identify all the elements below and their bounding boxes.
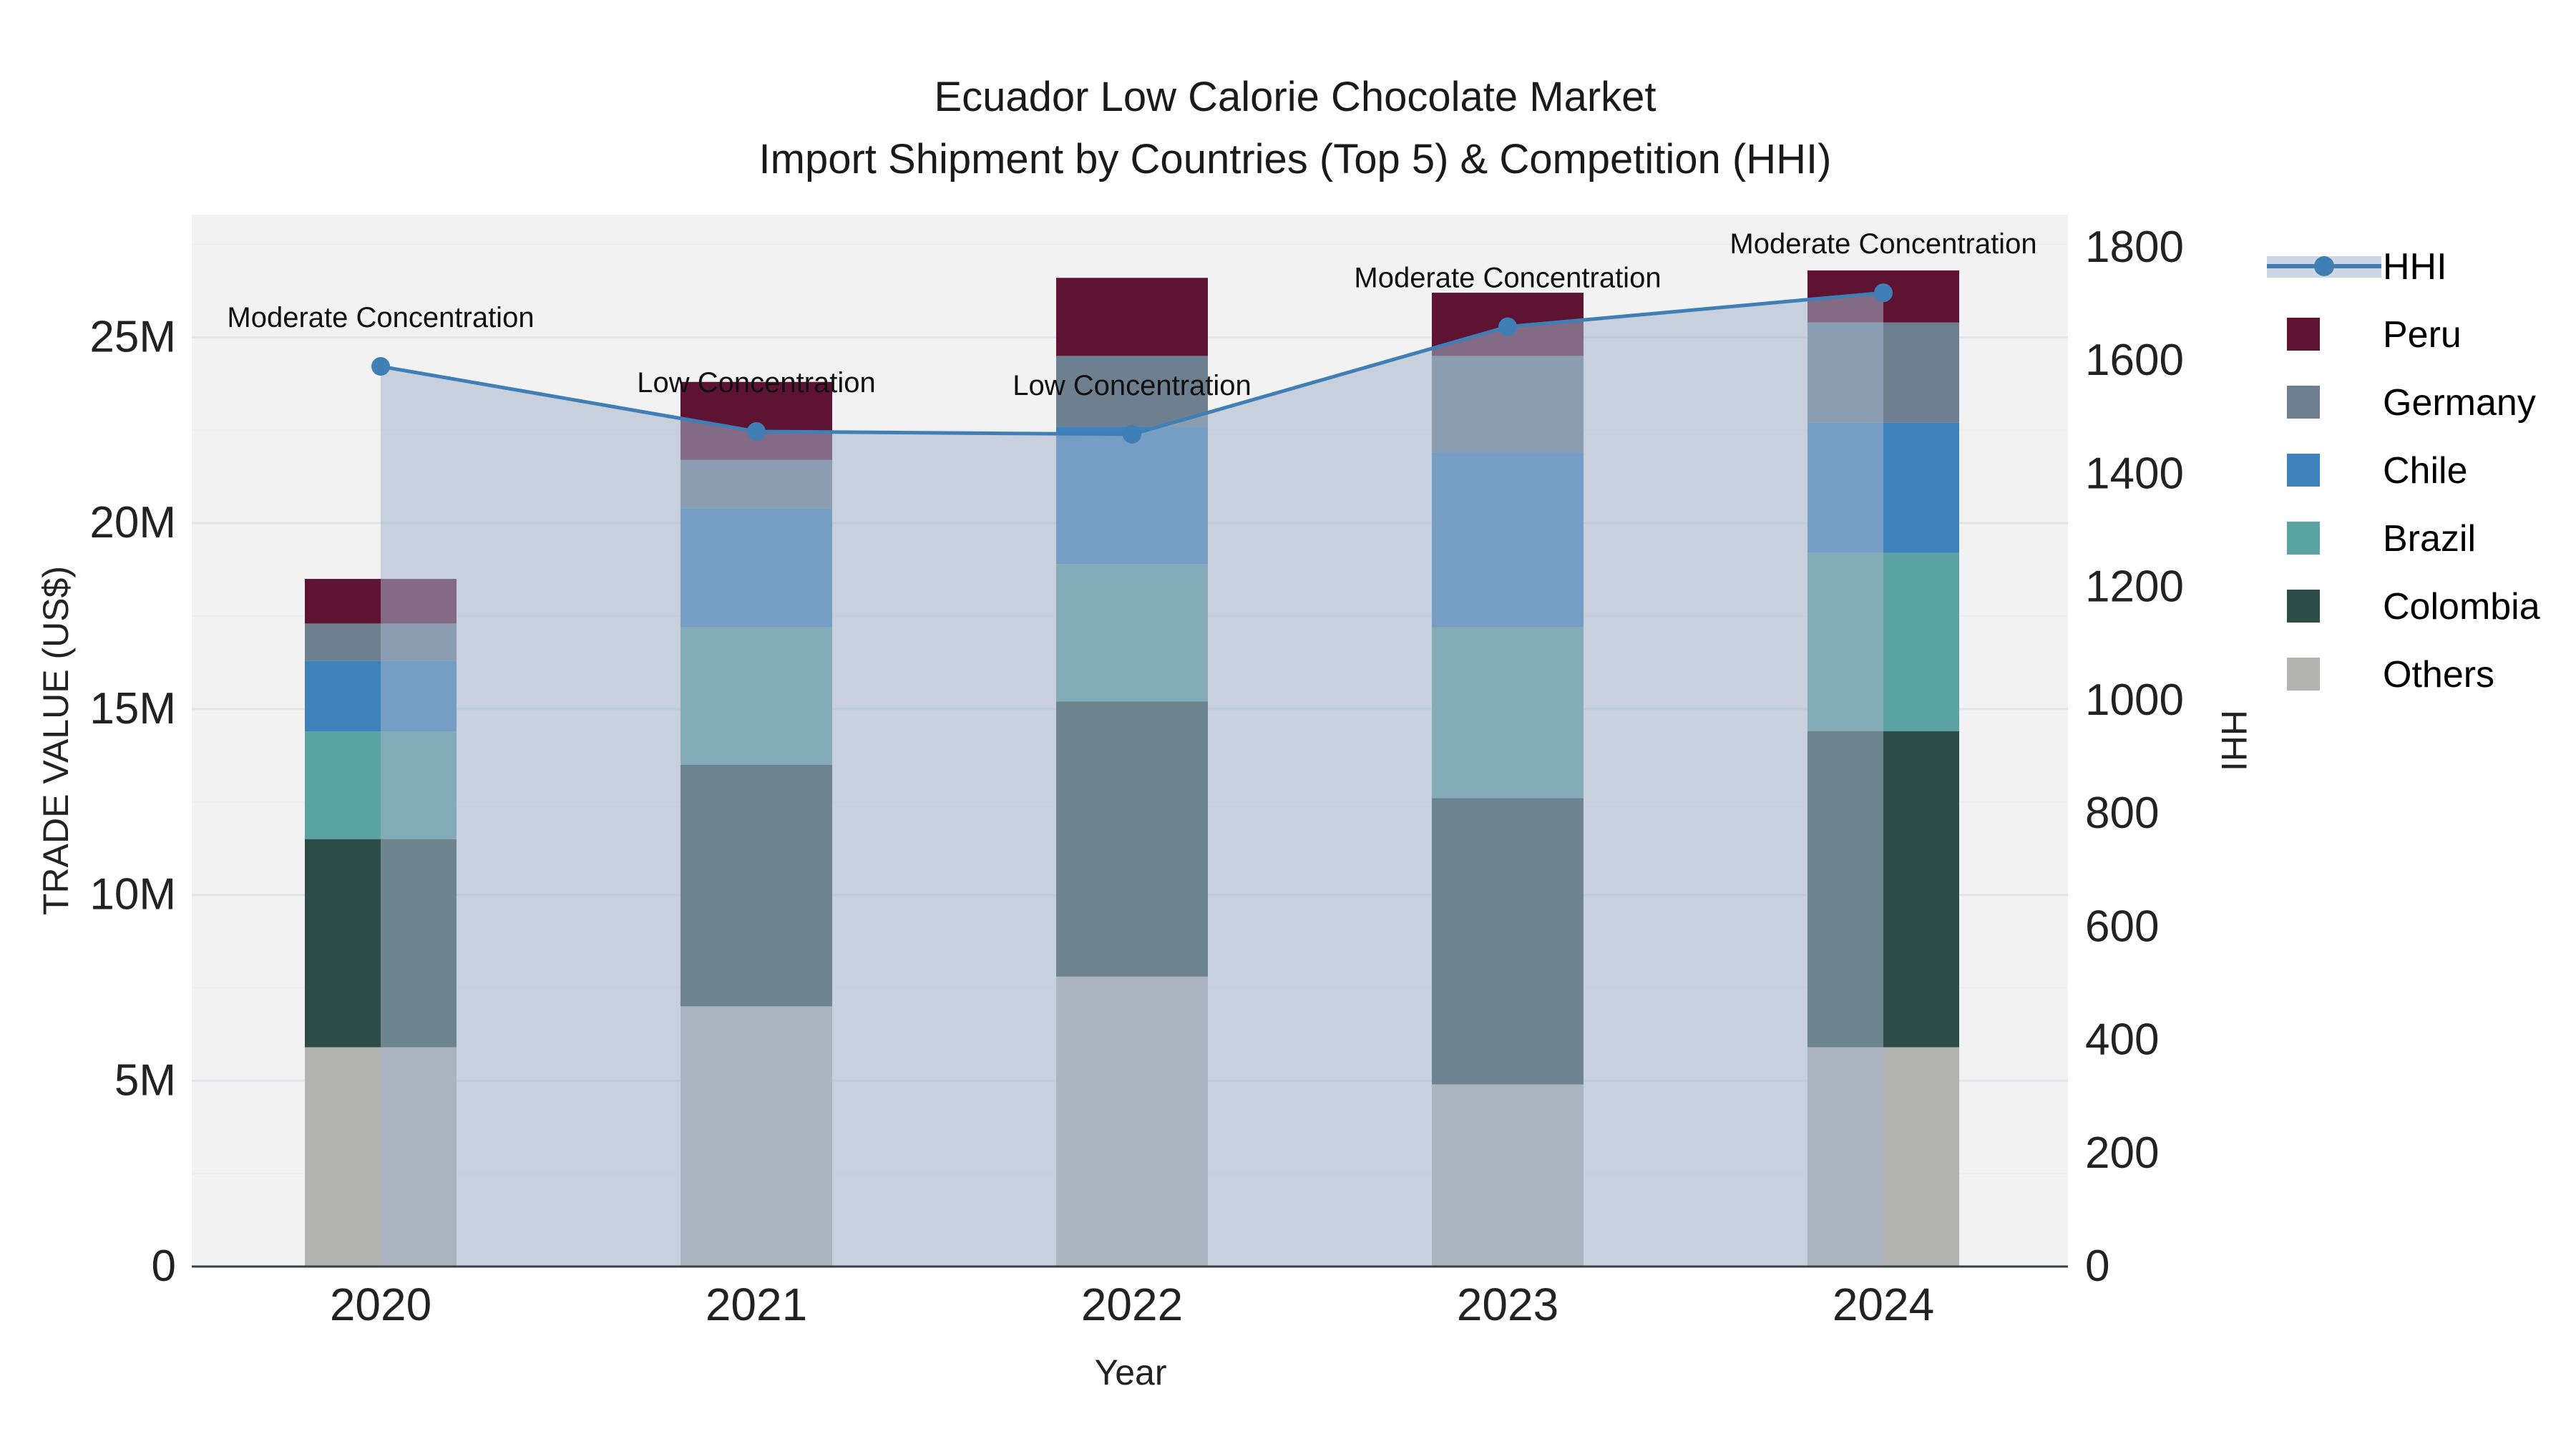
y-right-tick-label: 1200 (2085, 562, 2184, 612)
annotation-2020: Moderate Concentration (227, 302, 534, 333)
legend-swatch-brazil (2287, 522, 2320, 555)
y-right-tick-label: 1800 (2085, 223, 2184, 272)
y-right-axis-title: HHI (2214, 710, 2254, 771)
bar-segment-germany-2022[interactable] (1056, 356, 1208, 427)
legend-label-chile: Chile (2383, 450, 2468, 492)
x-tick-label-2021: 2021 (706, 1279, 807, 1330)
legend-label-hhi: HHI (2383, 246, 2447, 288)
legend-item-brazil[interactable]: Brazil (2287, 518, 2476, 560)
bar-segment-peru-2022[interactable] (1056, 278, 1208, 356)
y-left-tick-label: 20M (89, 498, 176, 547)
annotation-2022: Low Concentration (1013, 370, 1252, 401)
legend-label-colombia: Colombia (2383, 586, 2540, 628)
y-left-tick-label: 25M (89, 312, 176, 361)
hhi-area-fill (381, 293, 1883, 1267)
legend-hhi-marker-icon (2314, 256, 2334, 276)
chart-title-line1: Ecuador Low Calorie Chocolate Market (934, 74, 1657, 120)
y-right-tick-label: 0 (2085, 1241, 2109, 1291)
legend-swatch-others (2287, 658, 2320, 691)
y-right-tick-label: 1400 (2085, 449, 2184, 498)
y-right-tick-label: 200 (2085, 1128, 2159, 1178)
hhi-marker-2024[interactable] (1874, 283, 1893, 303)
legend-swatch-germany (2287, 386, 2320, 419)
legend-label-peru: Peru (2383, 314, 2462, 356)
legend-swatch-colombia (2287, 590, 2320, 623)
legend-item-hhi[interactable]: HHI (2267, 246, 2447, 288)
y-left-tick-label: 0 (152, 1241, 176, 1291)
y-right-tick-label: 1600 (2085, 336, 2184, 385)
y-left-tick-label: 15M (89, 684, 176, 733)
annotation-2024: Moderate Concentration (1729, 228, 2036, 260)
legend-item-germany[interactable]: Germany (2287, 382, 2536, 424)
y-right-tick-label: 600 (2085, 902, 2159, 951)
hhi-marker-2022[interactable] (1123, 424, 1141, 444)
legend-item-others[interactable]: Others (2287, 654, 2494, 696)
legend-label-others: Others (2383, 654, 2494, 696)
legend-swatch-peru (2287, 318, 2320, 351)
y-right-tick-label: 400 (2085, 1015, 2159, 1065)
legend-item-colombia[interactable]: Colombia (2287, 586, 2540, 628)
y-left-tick-label: 5M (114, 1055, 176, 1105)
hhi-marker-2020[interactable] (371, 357, 390, 376)
chart-title: Ecuador Low Calorie Chocolate Market Imp… (501, 66, 2089, 190)
hhi-marker-2021[interactable] (747, 422, 766, 441)
y-right-tick-label: 800 (2085, 789, 2159, 838)
legend-item-chile[interactable]: Chile (2287, 450, 2468, 492)
legend-label-brazil: Brazil (2383, 518, 2476, 560)
hhi-marker-2023[interactable] (1498, 317, 1517, 336)
y-left-tick-label: 10M (89, 870, 176, 919)
legend-swatch-chile (2287, 454, 2320, 487)
x-axis-title: Year (1094, 1352, 1166, 1392)
y-right-tick-label: 1000 (2085, 675, 2184, 725)
x-tick-label-2024: 2024 (1833, 1279, 1934, 1330)
x-tick-label-2022: 2022 (1081, 1279, 1183, 1330)
x-tick-label-2020: 2020 (330, 1279, 431, 1330)
annotation-2021: Low Concentration (637, 367, 876, 399)
chart-title-line2: Import Shipment by Countries (Top 5) & C… (758, 136, 1832, 182)
y-left-axis-title: TRADE VALUE (US$) (36, 566, 76, 915)
legend-item-peru[interactable]: Peru (2287, 314, 2462, 356)
legend-label-germany: Germany (2383, 382, 2536, 424)
annotation-2023: Moderate Concentration (1354, 263, 1661, 294)
x-tick-label-2023: 2023 (1457, 1279, 1558, 1330)
